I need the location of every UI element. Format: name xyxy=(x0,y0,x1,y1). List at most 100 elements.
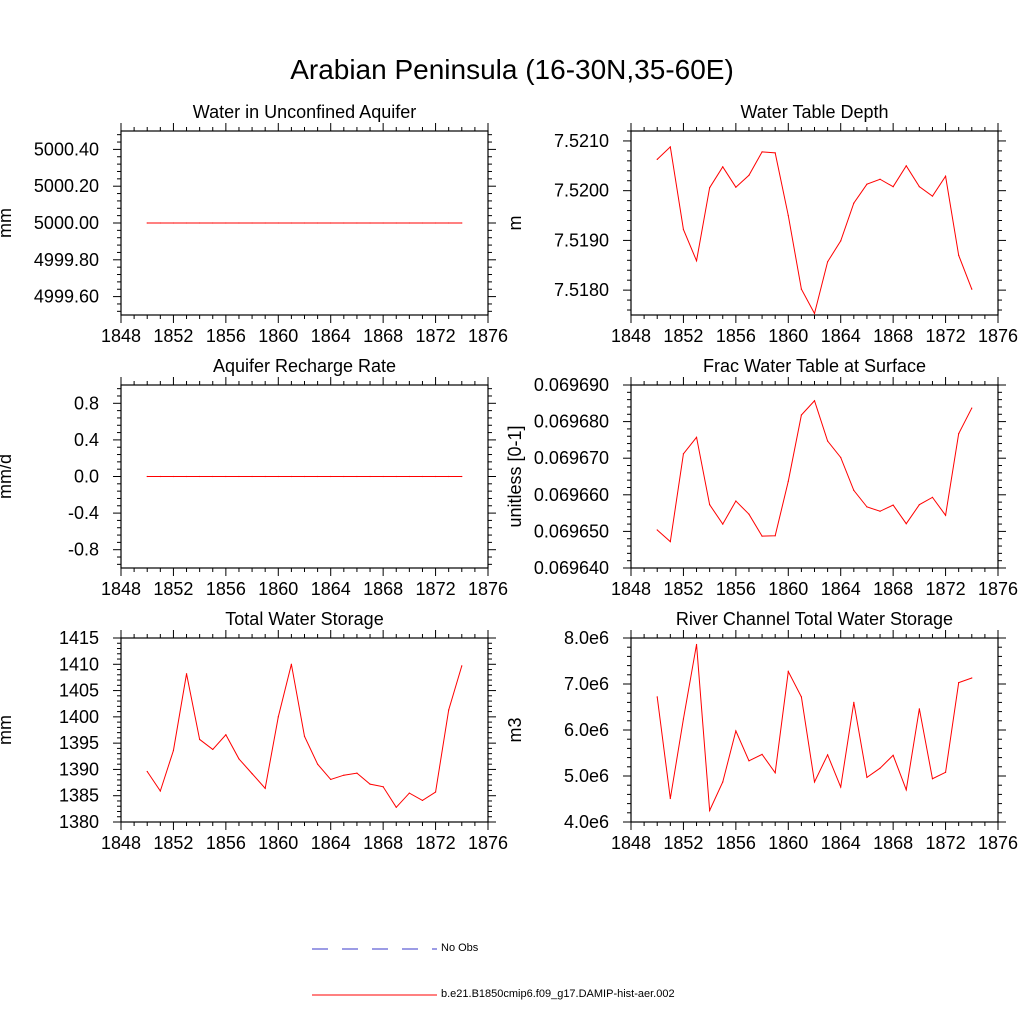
panel-frac-water-table-at-surface-xtick-label: 1864 xyxy=(821,579,861,599)
panel-frac-water-table-at-surface-data-point xyxy=(944,514,947,516)
panel-aquifer-recharge-rate-data-point xyxy=(382,475,384,478)
panel-river-channel-total-water-storage-data-point xyxy=(827,754,829,756)
panel-aquifer-recharge-rate-data-point xyxy=(159,475,161,478)
panel-water-in-unconfined-aquifer-ytick-label: 5000.20 xyxy=(34,176,99,196)
panel-aquifer-recharge-rate-ytick-label: -0.8 xyxy=(68,540,99,560)
panel-aquifer-recharge-rate-xtick-label: 1860 xyxy=(258,579,298,599)
panel-water-table-depth-ytick-label: 7.5180 xyxy=(554,280,609,300)
panel-total-water-storage-frame xyxy=(120,637,489,823)
panel-water-in-unconfined-aquifer-xtick-label: 1848 xyxy=(101,326,141,346)
panel-aquifer-recharge-rate: Aquifer Recharge Rate mm/d 1848 1852 1856 186… xyxy=(0,356,508,599)
panel-river-channel-total-water-storage-data-point xyxy=(853,701,855,704)
panel-river-channel-total-water-storage-data-point xyxy=(682,718,685,720)
panel-water-in-unconfined-aquifer-data-point xyxy=(172,222,175,224)
panel-total-water-storage-data-point xyxy=(317,763,319,765)
panel-water-in-unconfined-aquifer-xtick-label: 1860 xyxy=(258,326,298,346)
panel-river-channel-total-water-storage-data-point xyxy=(918,708,920,710)
panel-water-table-depth-data-point xyxy=(840,240,842,242)
panel-total-water-storage-xtick-label: 1864 xyxy=(311,833,351,853)
panel-water-table-depth-xtick-label: 1848 xyxy=(611,326,651,346)
panel-river-channel-total-water-storage-data-point xyxy=(840,786,842,788)
panel-frac-water-table-at-surface-ytick-label: 0.069670 xyxy=(534,448,609,468)
panel-river-channel-total-water-storage-title: River Channel Total Water Storage xyxy=(676,609,953,629)
panel-total-water-storage-data-point xyxy=(356,772,358,774)
panel-water-in-unconfined-aquifer-data-point xyxy=(461,222,463,224)
panel-total-water-storage-xtick-label: 1868 xyxy=(363,833,403,853)
panel-aquifer-recharge-rate-data-point xyxy=(238,475,240,478)
panel-total-water-storage-data-point xyxy=(303,735,306,737)
panel-water-table-depth-ytick-label: 7.5210 xyxy=(554,131,609,151)
panel-aquifer-recharge-rate-data-point xyxy=(395,475,397,478)
panel-river-channel-total-water-storage-data-point xyxy=(669,797,671,800)
panel-aquifer-recharge-rate-title: Aquifer Recharge Rate xyxy=(213,356,396,376)
panel-total-water-storage-ytick-label: 1390 xyxy=(59,759,99,779)
panel-total-water-storage-data-point xyxy=(225,734,227,736)
panel-water-table-depth-data-point xyxy=(827,261,829,263)
panel-river-channel-total-water-storage-data-point xyxy=(748,760,750,762)
panel-river-channel-total-water-storage-data-point xyxy=(695,643,698,646)
panel-frac-water-table-at-surface-data-point xyxy=(958,433,960,435)
panel-total-water-storage-ytick-label: 1380 xyxy=(59,812,99,832)
panel-frac-water-table-at-surface-data-point xyxy=(709,504,711,506)
panel-water-table-depth-data-point xyxy=(905,165,907,167)
panel-water-in-unconfined-aquifer-ytick-label: 4999.60 xyxy=(34,287,99,307)
panel-water-table-depth-ytick-label: 7.5190 xyxy=(554,230,609,250)
panel-river-channel-total-water-storage-xtick-label: 1860 xyxy=(768,833,808,853)
panel-frac-water-table-at-surface-xtick-label: 1872 xyxy=(926,579,966,599)
panel-aquifer-recharge-rate-data-point xyxy=(277,475,279,478)
panel-total-water-storage-ytick-label: 1415 xyxy=(59,628,99,648)
panel-total-water-storage-data-point xyxy=(395,806,397,808)
panel-water-in-unconfined-aquifer-xtick-label: 1864 xyxy=(311,326,351,346)
panel-water-in-unconfined-aquifer-data-point xyxy=(212,222,214,224)
panel-water-table-depth-data-point xyxy=(931,195,934,197)
panel-water-table-depth-xtick-label: 1872 xyxy=(926,326,966,346)
panel-total-water-storage-data-point xyxy=(277,716,279,718)
panel-water-in-unconfined-aquifer-data-point xyxy=(277,222,279,224)
panel-water-in-unconfined-aquifer-data-point xyxy=(369,222,371,224)
panel-aquifer-recharge-rate-data-point xyxy=(172,475,175,478)
panel-water-table-depth-data-point xyxy=(656,158,658,160)
panel-aquifer-recharge-rate-xtick-label: 1864 xyxy=(311,579,351,599)
panel-total-water-storage-ytick-label: 1400 xyxy=(59,707,99,727)
figure-title: Arabian Peninsula (16-30N,35-60E) xyxy=(290,54,734,85)
panel-river-channel-total-water-storage-ylabel: m3 xyxy=(505,717,525,742)
panel-river-channel-total-water-storage-data-point xyxy=(709,809,711,812)
panel-water-table-depth: Water Table Depth m 1848 1852 1856 1860 1864 18… xyxy=(505,102,1018,346)
panel-total-water-storage-xtick-label: 1856 xyxy=(206,833,246,853)
panel-total-water-storage-ytick-label: 1385 xyxy=(59,786,99,806)
panel-water-in-unconfined-aquifer-data-point xyxy=(238,222,240,224)
panel-river-channel-total-water-storage-xtick-label: 1876 xyxy=(978,833,1018,853)
panel-aquifer-recharge-rate-data-point xyxy=(317,475,319,478)
panel-frac-water-table-at-surface-data-point xyxy=(722,523,724,525)
panel-water-table-depth-title: Water Table Depth xyxy=(740,102,888,122)
panel-water-in-unconfined-aquifer-data-point xyxy=(343,222,345,224)
panel-river-channel-total-water-storage-ytick-label: 4.0e6 xyxy=(564,812,609,832)
panel-water-table-depth-data-point xyxy=(787,214,789,217)
panel-water-in-unconfined-aquifer-data-point xyxy=(382,222,384,224)
panel-river-channel-total-water-storage-xtick-label: 1856 xyxy=(716,833,756,853)
panel-river-channel-total-water-storage-xtick-label: 1872 xyxy=(926,833,966,853)
panel-aquifer-recharge-rate-data-point xyxy=(264,475,266,478)
panel-frac-water-table-at-surface-ytick-label: 0.069650 xyxy=(534,521,609,541)
panel-frac-water-table-at-surface-data-point xyxy=(735,500,737,502)
panel-aquifer-recharge-rate-ytick-label: 0.0 xyxy=(74,467,99,487)
panel-aquifer-recharge-rate-xtick-label: 1868 xyxy=(363,579,403,599)
panel-aquifer-recharge-rate-data-point xyxy=(290,475,292,478)
panel-water-in-unconfined-aquifer-data-point xyxy=(290,222,292,224)
panel-river-channel-total-water-storage-data-point xyxy=(892,754,894,756)
panel-water-table-depth-xtick-label: 1860 xyxy=(768,326,808,346)
panel-frac-water-table-at-surface-series-line xyxy=(656,399,973,543)
panel-aquifer-recharge-rate-xtick-label: 1856 xyxy=(206,579,246,599)
panel-water-in-unconfined-aquifer-data-point xyxy=(159,222,161,224)
panel-frac-water-table-at-surface-data-point xyxy=(656,529,658,531)
panel-river-channel-total-water-storage: River Channel Total Water Storage m3 1848 1… xyxy=(505,609,1018,853)
panel-water-table-depth-data-point xyxy=(669,146,671,148)
panel-frac-water-table-at-surface-xtick-label: 1848 xyxy=(611,579,651,599)
panel-total-water-storage-ylabel: mm xyxy=(0,715,15,745)
panel-frac-water-table-at-surface-data-point xyxy=(695,436,698,438)
panel-frac-water-table-at-surface-data-point xyxy=(971,407,973,409)
panel-frac-water-table-at-surface-data-point xyxy=(918,504,920,506)
panel-aquifer-recharge-rate-data-point xyxy=(408,475,410,478)
panel-water-table-depth-ylabel: m xyxy=(505,216,525,231)
